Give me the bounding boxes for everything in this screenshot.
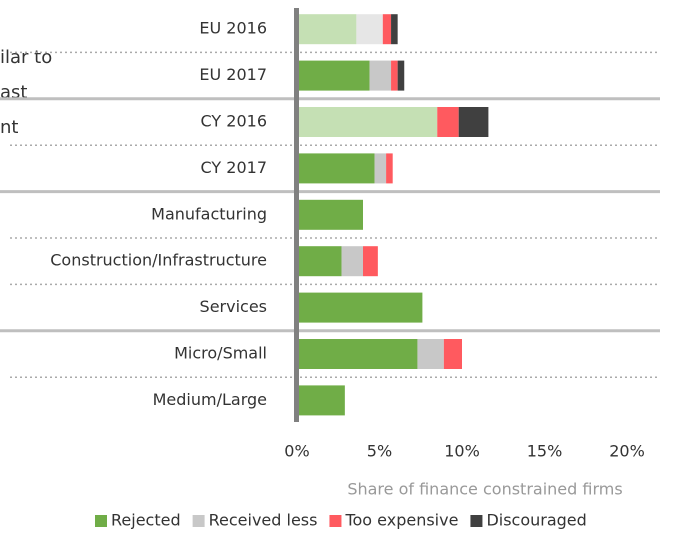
y-tick-label: EU 2016 <box>199 19 267 38</box>
bar-segment <box>297 199 363 230</box>
bar-segment <box>458 107 489 137</box>
y-tick-label: Services <box>200 297 267 316</box>
annotation: ilar to <box>0 47 52 68</box>
legend-label: Rejected <box>111 511 181 530</box>
y-tick-label: Manufacturing <box>151 204 267 223</box>
bar-segment <box>356 14 383 45</box>
legend-swatch <box>470 515 483 527</box>
bar-segment <box>297 14 357 45</box>
y-tick-label: CY 2016 <box>201 112 267 131</box>
bar-segment <box>374 153 387 184</box>
bar-segment <box>297 339 418 369</box>
bar-segment <box>297 60 370 91</box>
bar-segment <box>417 339 444 369</box>
bar-segment <box>437 107 459 137</box>
y-tick-label: EU 2017 <box>199 65 267 84</box>
bar-segment <box>297 107 438 137</box>
bar-segment <box>297 385 345 416</box>
y-axis-line <box>294 8 299 422</box>
bar-segment <box>391 60 398 91</box>
legend-label: Discouraged <box>486 511 586 530</box>
y-tick-label: Construction/Infrastructure <box>50 251 267 270</box>
bar-segment <box>297 246 342 277</box>
x-tick-label: 0% <box>284 442 309 461</box>
y-tick-label: CY 2017 <box>201 158 267 177</box>
bar-segment <box>363 246 378 277</box>
x-axis-label: Share of finance constrained firms <box>347 480 622 499</box>
bar-segment <box>443 339 462 369</box>
y-tick-label: Micro/Small <box>174 344 267 363</box>
bar-segment <box>341 246 363 277</box>
x-tick-label: 15% <box>527 442 563 461</box>
bar-segment <box>397 60 405 91</box>
x-tick-label: 5% <box>367 442 392 461</box>
bar-segment <box>391 14 398 45</box>
legend-swatch <box>329 515 342 527</box>
legend-swatch <box>95 515 107 527</box>
x-tick-label: 20% <box>609 442 645 461</box>
bar-segment <box>386 153 393 184</box>
bar-segment <box>297 153 375 184</box>
x-tick-label: 10% <box>444 442 480 461</box>
legend-label: Too expensive <box>344 511 458 530</box>
legend-swatch <box>192 515 205 527</box>
bar-segment <box>297 292 423 323</box>
annotation: nt <box>0 117 18 138</box>
bar-segment <box>369 60 392 91</box>
bar-segment <box>382 14 392 45</box>
legend-label: Received less <box>209 511 318 530</box>
y-tick-label: Medium/Large <box>153 390 267 409</box>
